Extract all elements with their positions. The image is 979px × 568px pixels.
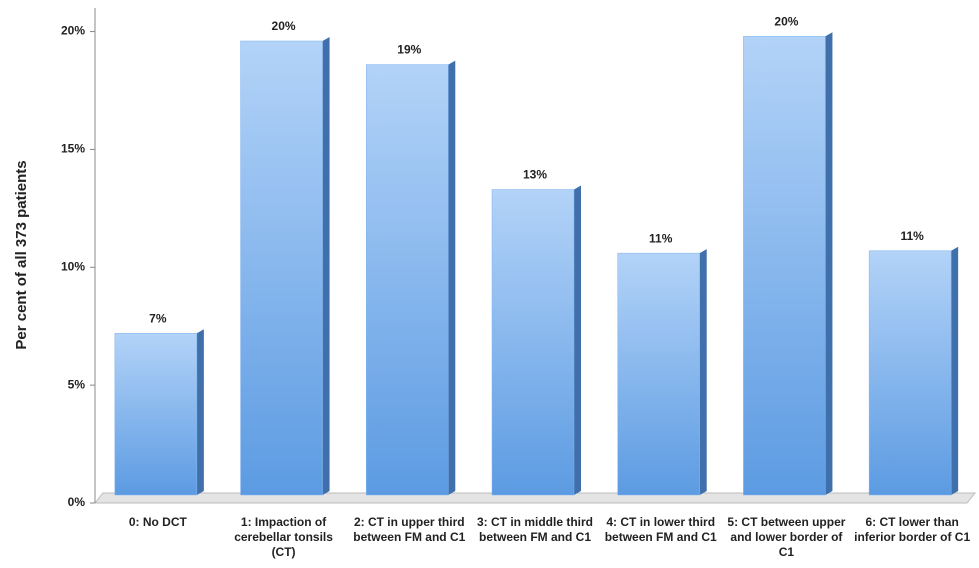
floor bbox=[93, 492, 977, 504]
value-label: 20% bbox=[272, 19, 296, 33]
bar-side bbox=[951, 246, 959, 495]
bar bbox=[743, 36, 826, 496]
x-tick-label: 3: CT in middle third between FM and C1 bbox=[477, 515, 593, 544]
x-tick-label: 2: CT in upper third between FM and C1 bbox=[353, 515, 466, 544]
bar-side bbox=[574, 185, 581, 495]
x-tick-label: 0: No DCT bbox=[128, 515, 187, 529]
x-tick-label: 6: CT lower than inferior border of C1 bbox=[854, 515, 971, 544]
value-label: 19% bbox=[397, 43, 421, 57]
x-tick-label: 5: CT between upper and lower border of … bbox=[727, 515, 846, 559]
y-tick-label: 15% bbox=[61, 142, 85, 156]
x-tick-label: 4: CT in lower third between FM and C1 bbox=[604, 515, 717, 544]
y-tick-label: 20% bbox=[61, 24, 85, 38]
y-tick-label: 5% bbox=[68, 377, 86, 391]
bar-side bbox=[699, 249, 707, 495]
value-label: 7% bbox=[149, 311, 167, 325]
bar-side bbox=[825, 32, 833, 496]
value-label: 13% bbox=[523, 168, 547, 182]
bar bbox=[617, 252, 700, 496]
bar bbox=[366, 64, 449, 496]
bar bbox=[868, 250, 952, 496]
bar bbox=[114, 333, 198, 496]
value-label: 20% bbox=[774, 14, 798, 28]
bar bbox=[240, 40, 323, 496]
value-label: 11% bbox=[649, 231, 673, 245]
bar bbox=[491, 189, 575, 496]
x-tick-label: 1: Impaction of cerebellar tonsils (CT) bbox=[234, 515, 333, 559]
bar-side bbox=[322, 37, 330, 495]
bar-side bbox=[448, 60, 456, 495]
y-tick-label: 0% bbox=[68, 495, 86, 509]
y-tick-label: 10% bbox=[61, 259, 85, 273]
bar-side bbox=[196, 329, 204, 495]
value-label: 11% bbox=[900, 229, 924, 243]
y-axis-label: Per cent of all 373 patients bbox=[13, 160, 30, 349]
